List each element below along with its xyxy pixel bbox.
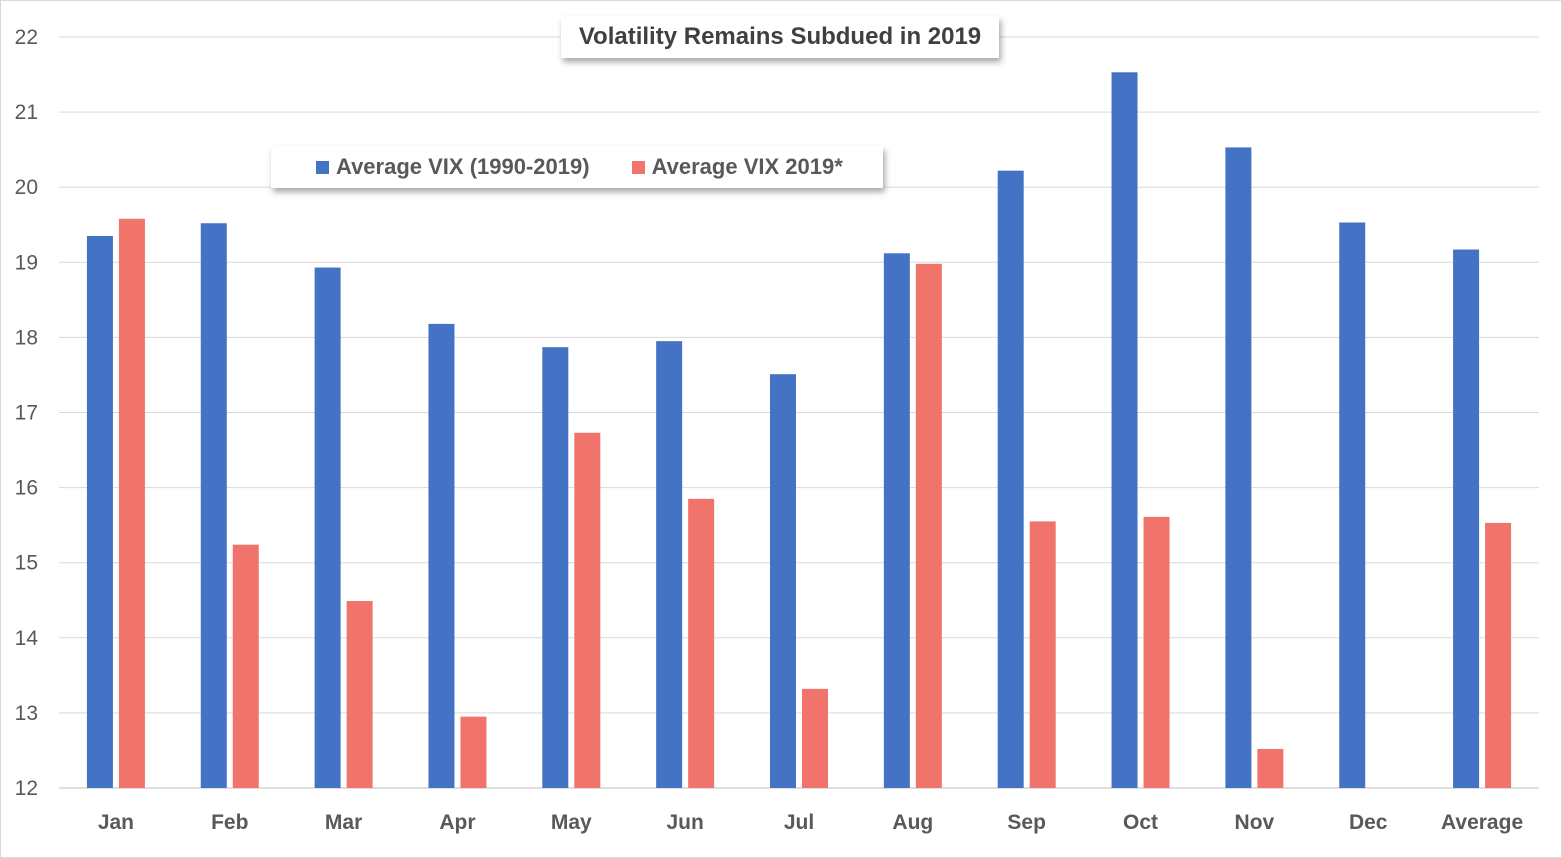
bars <box>86 72 1512 789</box>
legend-swatch-historical <box>316 160 329 174</box>
chart-title-box: Volatility Remains Subdued in 2019 <box>561 16 999 58</box>
legend-label-historical: Average VIX (1990-2019) <box>336 154 590 179</box>
y-tick-label: 20 <box>15 176 38 199</box>
x-tick-label: Nov <box>1235 811 1275 834</box>
legend: Average VIX (1990-2019) Average VIX 2019… <box>271 146 883 188</box>
y-axis-ticks: 12 13 14 15 16 17 18 19 20 21 22 <box>15 26 39 800</box>
bar-2019-jan <box>118 218 145 788</box>
bar-2019-apr <box>460 716 487 788</box>
x-tick-label: Apr <box>439 811 475 834</box>
x-axis-categories: Jan Feb Mar Apr May Jun Jul Aug Sep Oct Nov Dec Aver… <box>98 811 1523 834</box>
x-tick-label: Mar <box>325 811 362 834</box>
y-tick-label: 14 <box>15 627 39 650</box>
bar-historical-mar <box>314 267 341 788</box>
bar-historical-dec <box>1339 222 1366 788</box>
bar-2019-oct <box>1143 516 1170 788</box>
y-tick-label: 13 <box>15 702 38 725</box>
y-tick-label: 19 <box>15 251 38 274</box>
x-tick-label: May <box>551 811 592 834</box>
legend-item-historical: Average VIX (1990-2019) <box>316 154 590 180</box>
legend-label-2019: Average VIX 2019* <box>651 154 843 179</box>
y-tick-label: 17 <box>15 402 38 425</box>
y-tick-label: 16 <box>15 477 38 500</box>
y-tick-label: 22 <box>15 26 38 49</box>
x-tick-label: Jun <box>666 811 703 834</box>
bar-2019-feb <box>232 544 259 788</box>
y-tick-label: 18 <box>15 326 38 349</box>
x-tick-label: Aug <box>892 811 933 834</box>
x-tick-label: Sep <box>1007 811 1046 834</box>
bar-historical-jul <box>770 374 796 788</box>
bar-historical-jan <box>86 236 113 788</box>
legend-item-2019: Average VIX 2019* <box>631 154 843 180</box>
x-tick-label: Oct <box>1123 811 1158 834</box>
bar-2019-aug <box>915 263 942 788</box>
bar-2019-sep <box>1029 521 1056 788</box>
bar-historical-jun <box>656 341 683 788</box>
bar-historical-aug <box>883 253 910 789</box>
x-tick-label: Jan <box>98 811 134 834</box>
bar-historical-oct <box>1111 72 1138 788</box>
bar-2019-may <box>574 432 601 788</box>
y-tick-label: 21 <box>15 101 38 124</box>
bar-historical-average <box>1453 249 1480 788</box>
bar-2019-average <box>1485 522 1512 788</box>
chart-title: Volatility Remains Subdued in 2019 <box>578 23 982 50</box>
bar-historical-may <box>542 347 569 788</box>
x-tick-label: Jul <box>784 811 814 834</box>
bar-historical-nov <box>1225 147 1252 789</box>
bar-2019-nov <box>1257 748 1284 788</box>
x-tick-label: Feb <box>211 811 248 834</box>
bar-2019-jul <box>802 688 828 788</box>
x-tick-label: Average <box>1441 811 1523 834</box>
x-tick-label: Dec <box>1349 811 1388 834</box>
y-tick-label: 15 <box>15 552 38 575</box>
bar-historical-feb <box>200 223 227 789</box>
bar-historical-apr <box>428 323 455 788</box>
bar-2019-mar <box>346 601 373 788</box>
y-tick-label: 12 <box>15 777 38 800</box>
bar-2019-jun <box>688 498 715 788</box>
legend-swatch-2019 <box>631 160 645 174</box>
bar-historical-sep <box>997 170 1024 789</box>
